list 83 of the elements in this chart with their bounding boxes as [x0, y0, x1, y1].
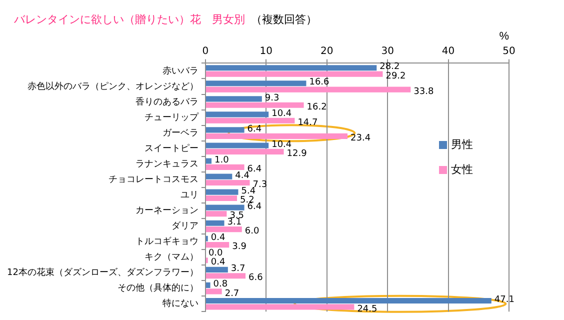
bar [206, 118, 295, 124]
y-tick-label: ユリ [180, 190, 198, 201]
bar [206, 102, 304, 108]
data-label: 10.4 [272, 108, 292, 119]
data-label: 5.4 [241, 186, 256, 196]
data-label: 6.6 [248, 273, 264, 284]
bar [206, 86, 411, 92]
bar [206, 226, 242, 232]
y-tick-label: カーネーション [135, 206, 198, 216]
data-label: 6.4 [247, 164, 262, 175]
data-label: 10.4 [272, 140, 292, 150]
x-tick-label: 50 [502, 46, 516, 57]
bar [206, 204, 244, 210]
bar [206, 164, 244, 170]
bar [206, 220, 224, 226]
data-label: 29.2 [386, 71, 406, 82]
data-label: 23.4 [350, 134, 371, 144]
data-label: 47.1 [494, 295, 514, 306]
y-tick-label: ガーベラ [162, 128, 198, 138]
y-tick-label: 赤いバラ [162, 65, 198, 76]
chart-title: バレンタインに欲しい（贈りたい）花 男女別 [14, 13, 245, 26]
data-label: 3.1 [227, 217, 242, 228]
bar [206, 96, 262, 102]
bar [206, 133, 348, 139]
x-tick-label: 0 [202, 46, 209, 57]
y-tick-label: チューリップ [144, 112, 200, 123]
bar [206, 80, 306, 86]
y-tick-label: 12本の花束（ダズンローズ、ダズンフラワー） [7, 267, 198, 278]
data-label: 12.9 [286, 149, 308, 160]
bar [206, 266, 228, 272]
data-label: 1.0 [214, 155, 230, 166]
x-tick-label: 10 [260, 46, 273, 57]
bar [206, 189, 238, 195]
bar [206, 304, 354, 310]
bar [206, 180, 250, 186]
bar [206, 195, 238, 202]
legend-label: 女性 [451, 162, 473, 178]
x-axis-title: % [499, 30, 510, 43]
bar [206, 174, 232, 180]
bar [206, 148, 284, 154]
data-label: 0.0 [208, 248, 224, 258]
data-label: 9.3 [264, 93, 280, 104]
bar [206, 282, 210, 288]
data-label: 2.7 [224, 288, 240, 299]
bar [206, 65, 377, 71]
bar [206, 71, 383, 77]
data-label: 6.4 [247, 124, 262, 134]
data-label: 16.2 [306, 102, 327, 112]
y-tick-label: その他（具体的に） [117, 282, 198, 294]
data-label: 33.8 [414, 86, 434, 97]
y-tick-label: キク（マム） [144, 252, 198, 263]
bar [206, 127, 244, 133]
data-label: 6.4 [247, 202, 262, 212]
y-tick-label: ダリア [171, 220, 198, 232]
data-label: 3.9 [232, 242, 247, 252]
x-tick-label: 20 [320, 46, 334, 57]
legend-label: 男性 [451, 137, 473, 152]
y-tick-label: 特にない [162, 298, 198, 310]
y-tick-label: トルコギキョウ [135, 236, 198, 248]
bar [206, 142, 269, 148]
data-label: 4.4 [235, 170, 250, 181]
data-label: 0.4 [210, 232, 226, 243]
bar [206, 288, 222, 294]
data-label: 16.6 [309, 78, 330, 88]
y-tick-label: チョコレートコスモス [108, 174, 198, 185]
bar [206, 298, 492, 304]
bar [206, 211, 227, 217]
bar [206, 112, 269, 118]
x-tick-label: 40 [442, 46, 455, 57]
y-tick-label: スイートピー [144, 142, 198, 154]
data-label: 28.2 [380, 62, 400, 72]
bar [206, 273, 246, 279]
data-label: 0.8 [213, 280, 228, 290]
y-tick-label: 赤色以外のバラ（ピンク、オレンジなど） [27, 80, 198, 92]
bar [206, 158, 212, 164]
data-label: 0.4 [210, 258, 226, 268]
x-tick-label: 30 [381, 46, 394, 57]
chart-subtitle: （複数回答） [251, 13, 317, 26]
y-tick-label: ラナンキュラス [135, 159, 198, 170]
y-tick-label: 香りのあるバラ [135, 96, 198, 108]
data-label: 6.0 [244, 226, 260, 237]
bar [206, 242, 230, 248]
data-label: 3.7 [230, 264, 246, 274]
